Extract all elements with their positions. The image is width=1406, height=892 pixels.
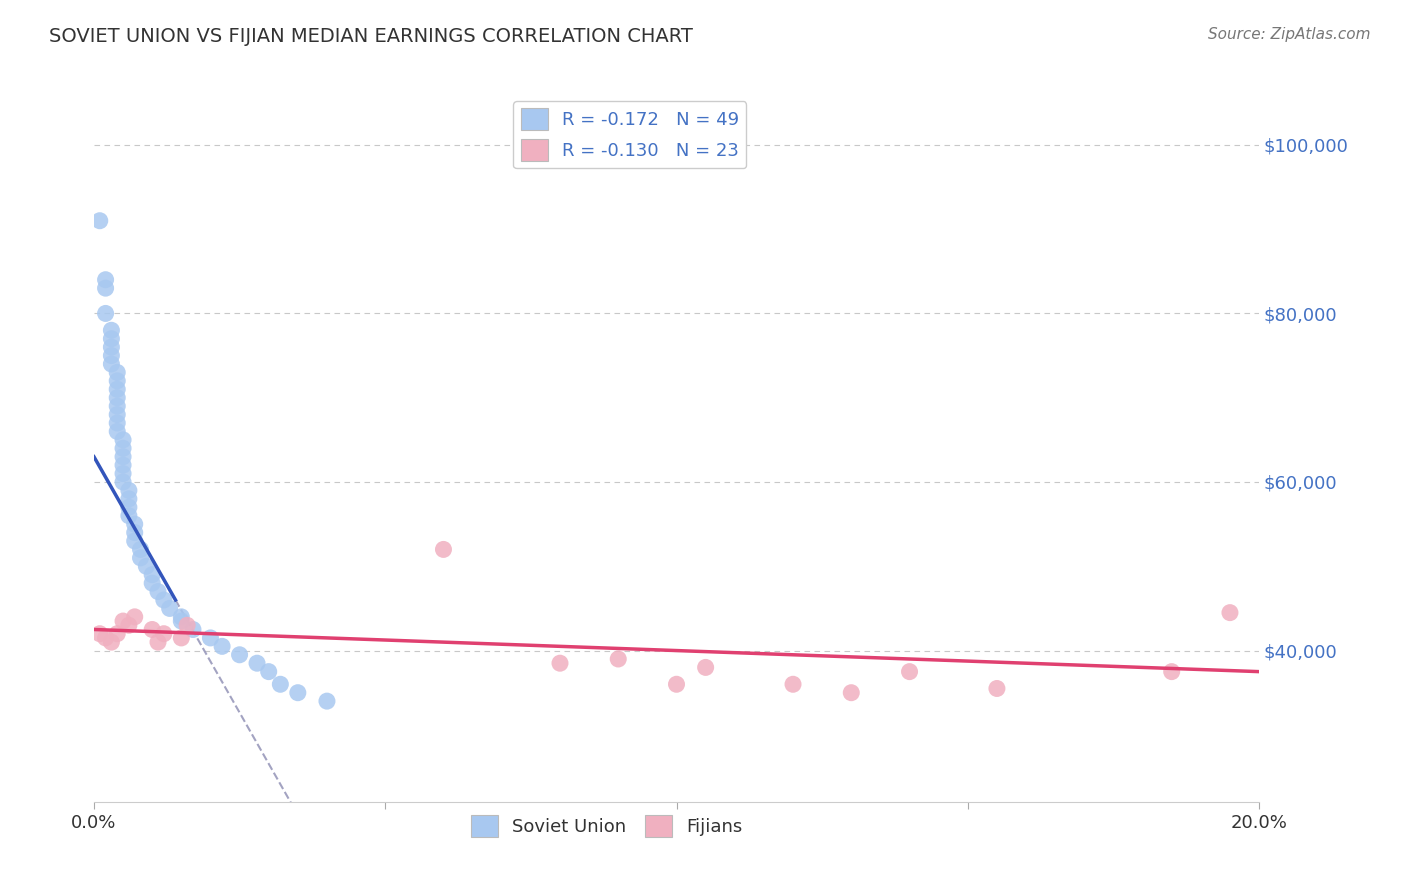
Point (153, 593, 176, 607)
Point (105, 366, 128, 380)
Point (782, 677, 804, 691)
Point (287, 686, 309, 700)
Point (146, 635, 169, 649)
Point (105, 416, 128, 430)
Point (176, 618, 198, 632)
Point (94, 281, 117, 295)
Point (170, 631, 193, 645)
Point (898, 665, 921, 679)
Point (124, 525, 146, 540)
Point (146, 584, 169, 599)
Point (200, 631, 222, 645)
Point (105, 626, 128, 640)
Point (118, 618, 141, 632)
Point (112, 450, 135, 464)
Point (1219, 606, 1241, 620)
Point (548, 657, 571, 671)
Point (159, 601, 181, 615)
Point (170, 610, 193, 624)
Point (316, 694, 339, 708)
Point (94, 631, 117, 645)
Point (607, 652, 630, 666)
Text: Source: ZipAtlas.com: Source: ZipAtlas.com (1208, 27, 1371, 42)
Point (89, 626, 111, 640)
Point (118, 508, 141, 523)
Point (94, 273, 117, 287)
Point (665, 677, 688, 691)
Point (432, 542, 454, 557)
Point (105, 391, 128, 405)
Point (986, 681, 1008, 696)
Point (112, 458, 135, 472)
Text: SOVIET UNION VS FIJIAN MEDIAN EARNINGS CORRELATION CHART: SOVIET UNION VS FIJIAN MEDIAN EARNINGS C… (49, 27, 693, 45)
Point (112, 442, 135, 456)
Point (141, 623, 163, 637)
Point (181, 623, 204, 637)
Point (94, 306, 117, 320)
Point (112, 467, 135, 481)
Point (211, 640, 233, 654)
Point (246, 657, 269, 671)
Legend: Soviet Union, Fijians: Soviet Union, Fijians (464, 807, 749, 844)
Point (129, 542, 152, 557)
Point (105, 374, 128, 388)
Point (100, 340, 122, 354)
Point (124, 533, 146, 548)
Point (141, 576, 163, 591)
Point (100, 357, 122, 371)
Point (112, 614, 135, 628)
Point (100, 332, 122, 346)
Point (141, 567, 163, 582)
Point (112, 433, 135, 447)
Point (112, 475, 135, 489)
Point (118, 491, 141, 506)
Point (89, 213, 111, 227)
Point (269, 677, 291, 691)
Point (257, 665, 280, 679)
Point (100, 635, 122, 649)
Point (118, 500, 141, 515)
Point (105, 382, 128, 396)
Point (839, 686, 862, 700)
Point (124, 610, 146, 624)
Point (105, 399, 128, 413)
Point (129, 550, 152, 565)
Point (124, 517, 146, 532)
Point (170, 614, 193, 628)
Point (105, 425, 128, 439)
Point (100, 349, 122, 363)
Point (118, 483, 141, 498)
Point (1160, 665, 1182, 679)
Point (153, 626, 176, 640)
Point (100, 323, 122, 337)
Point (228, 648, 250, 662)
Point (695, 660, 717, 674)
Point (105, 408, 128, 422)
Point (135, 559, 157, 574)
